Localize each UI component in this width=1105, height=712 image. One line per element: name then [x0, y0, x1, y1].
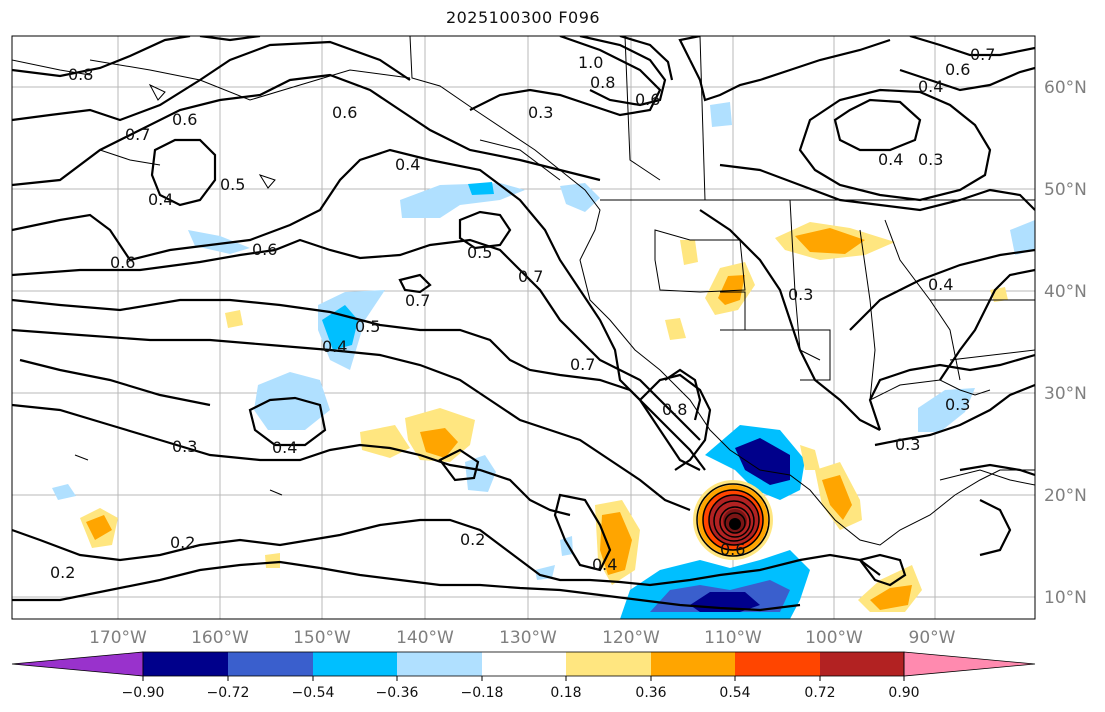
- contour-label: 0.3: [528, 103, 553, 122]
- contour-label: 1.0: [578, 53, 603, 72]
- colorbar-frame: [142, 651, 905, 677]
- colorbar-seg-9: [820, 652, 904, 676]
- colorbar-tick-label: 0.72: [804, 685, 835, 701]
- contour-label: 0.4: [928, 275, 953, 294]
- contour-label: 0.8: [590, 73, 615, 92]
- lat-tick-label: 30°N: [1044, 384, 1087, 404]
- contour-label: 0.2: [170, 533, 195, 552]
- contour-label: 0.3: [895, 435, 920, 454]
- contour-label: 0.7: [518, 267, 543, 286]
- lat-tick-label: 10°N: [1044, 588, 1087, 608]
- contour-label: 0.3: [918, 150, 943, 169]
- colorbar-tick-label: −0.72: [207, 685, 250, 701]
- contour-label: 0.6: [110, 253, 135, 272]
- contour-label: 0.3: [945, 395, 970, 414]
- contour-label: 0.5: [355, 317, 380, 336]
- contour-label: 0.7: [125, 125, 150, 144]
- coastlines: [12, 36, 1035, 546]
- contour-label: 0.7: [405, 291, 430, 310]
- contour-label: 0.7: [970, 45, 995, 64]
- longitude-labels: 170°W 160°W 150°W 140°W 130°W 120°W 110°…: [89, 628, 956, 648]
- lon-tick-label: 140°W: [396, 628, 454, 648]
- lon-tick-label: 160°W: [191, 628, 249, 648]
- lon-tick-label: 100°W: [805, 628, 863, 648]
- colorbar-tick-label: −0.54: [292, 685, 335, 701]
- contour-label: 0.6: [252, 240, 277, 259]
- colorbar-tick-label: 0.54: [719, 685, 750, 701]
- colorbar-seg-3: [313, 652, 397, 676]
- contour-label: 0.4: [878, 150, 903, 169]
- colorbar: −0.90 −0.72 −0.54 −0.36 −0.18 0.18 0.36 …: [11, 651, 1036, 701]
- colorbar-seg-2: [228, 652, 313, 676]
- map-frame: [11, 35, 1036, 620]
- gridlines: [12, 36, 1035, 619]
- lon-tick-label: 90°W: [909, 628, 956, 648]
- lon-tick-label: 130°W: [499, 628, 557, 648]
- colorbar-seg-7: [651, 652, 735, 676]
- colorbar-seg-1: [143, 652, 228, 676]
- colorbar-seg-8: [735, 652, 820, 676]
- lat-tick-label: 40°N: [1044, 282, 1087, 302]
- contour-label: 0.6: [332, 103, 357, 122]
- contour-label: 0.4: [592, 555, 617, 574]
- lon-tick-label: 120°W: [602, 628, 660, 648]
- contour-label: 0.6: [635, 90, 660, 109]
- contour-label: 0.6: [172, 110, 197, 129]
- colorbar-seg-0: [11, 651, 144, 677]
- colorbar-tick-label: 0.90: [888, 685, 919, 701]
- colorbar-tick-label: −0.18: [461, 685, 504, 701]
- contour-label: 0.8: [68, 65, 93, 84]
- contour-label: 0.2: [460, 530, 485, 549]
- colorbar-tick-label: 0.36: [635, 685, 666, 701]
- lat-tick-label: 60°N: [1044, 78, 1087, 98]
- contour-label: 0.3: [172, 437, 197, 456]
- contour-label: 0.4: [322, 337, 347, 356]
- lon-tick-label: 150°W: [293, 628, 351, 648]
- latitude-labels: 60°N 50°N 40°N 30°N 20°N 10°N: [1044, 78, 1087, 608]
- contour-label: 0.2: [50, 563, 75, 582]
- contour-label-group: 0.8 0.6 0.7 0.6 0.5 0.4 0.6 0.4 0.3 1.0 …: [50, 45, 995, 582]
- contour-lines: [12, 36, 1035, 612]
- cyclone-contours: [696, 483, 770, 557]
- contour-label: 0.4: [395, 155, 420, 174]
- contour-label: 0.8: [662, 400, 687, 419]
- contour-label: 0.4: [918, 77, 943, 96]
- contour-label: 0.6: [720, 540, 745, 559]
- colorbar-seg-10: [903, 651, 1036, 677]
- lon-tick-label: 110°W: [704, 628, 762, 648]
- colorbar-tick-label: −0.90: [122, 685, 165, 701]
- colorbar-seg-5: [482, 652, 566, 676]
- contour-label: 0.6: [945, 60, 970, 79]
- map-title: 2025100300 F096: [445, 8, 601, 27]
- contour-label: 0.7: [570, 355, 595, 374]
- colorbar-seg-6: [566, 652, 651, 676]
- contour-label: 0.4: [272, 438, 297, 457]
- lat-tick-label: 50°N: [1044, 180, 1087, 200]
- lat-tick-label: 20°N: [1044, 486, 1087, 506]
- contour-label: 0.3: [788, 285, 813, 304]
- contour-label: 0.5: [467, 243, 492, 262]
- anomaly-shading: [52, 102, 1035, 619]
- lon-tick-label: 170°W: [89, 628, 147, 648]
- colorbar-tick-label: −0.36: [376, 685, 419, 701]
- contour-label: 0.4: [148, 190, 173, 209]
- colorbar-tick-label: 0.18: [550, 685, 581, 701]
- contour-label: 0.5: [220, 175, 245, 194]
- colorbar-seg-4: [397, 652, 482, 676]
